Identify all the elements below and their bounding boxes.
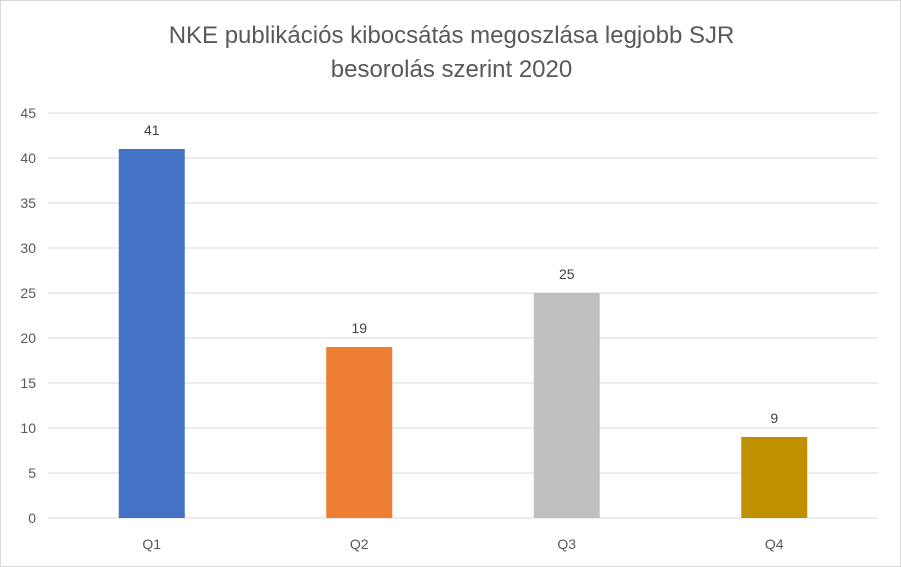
y-tick-label: 45 xyxy=(20,105,36,121)
bar-q4 xyxy=(741,437,808,518)
y-tick-label: 30 xyxy=(20,240,36,256)
y-tick-label: 5 xyxy=(28,465,36,481)
y-tick-label: 20 xyxy=(20,330,36,346)
x-axis: Q1 Q2 Q3 Q4 xyxy=(142,536,783,552)
x-tick-label: Q3 xyxy=(557,536,576,552)
data-label-q3: 25 xyxy=(559,266,575,282)
y-tick-label: 25 xyxy=(20,285,36,301)
data-labels: 41 19 25 9 xyxy=(144,122,778,426)
bar-q3 xyxy=(533,293,600,518)
gridlines xyxy=(48,112,878,519)
x-tick-label: Q4 xyxy=(765,536,784,552)
y-axis: 0 5 10 15 20 25 30 35 40 45 xyxy=(20,105,36,526)
chart-title: NKE publikációs kibocsátás megoszlása le… xyxy=(1,19,901,87)
bar-q1 xyxy=(118,149,185,518)
chart-title-line-1: NKE publikációs kibocsátás megoszlása le… xyxy=(168,22,735,49)
y-tick-label: 35 xyxy=(20,195,36,211)
y-tick-label: 0 xyxy=(28,510,36,526)
data-label-q2: 19 xyxy=(351,320,367,336)
y-tick-label: 10 xyxy=(20,420,36,436)
x-tick-label: Q2 xyxy=(350,536,369,552)
bars xyxy=(118,149,808,518)
chart-title-line-2: besorolás szerint 2020 xyxy=(330,56,573,83)
x-tick-label: Q1 xyxy=(142,536,161,552)
data-label-q4: 9 xyxy=(770,410,778,426)
data-label-q1: 41 xyxy=(144,122,160,138)
y-tick-label: 15 xyxy=(20,375,36,391)
bar-q2 xyxy=(326,347,393,518)
y-tick-label: 40 xyxy=(20,150,36,166)
